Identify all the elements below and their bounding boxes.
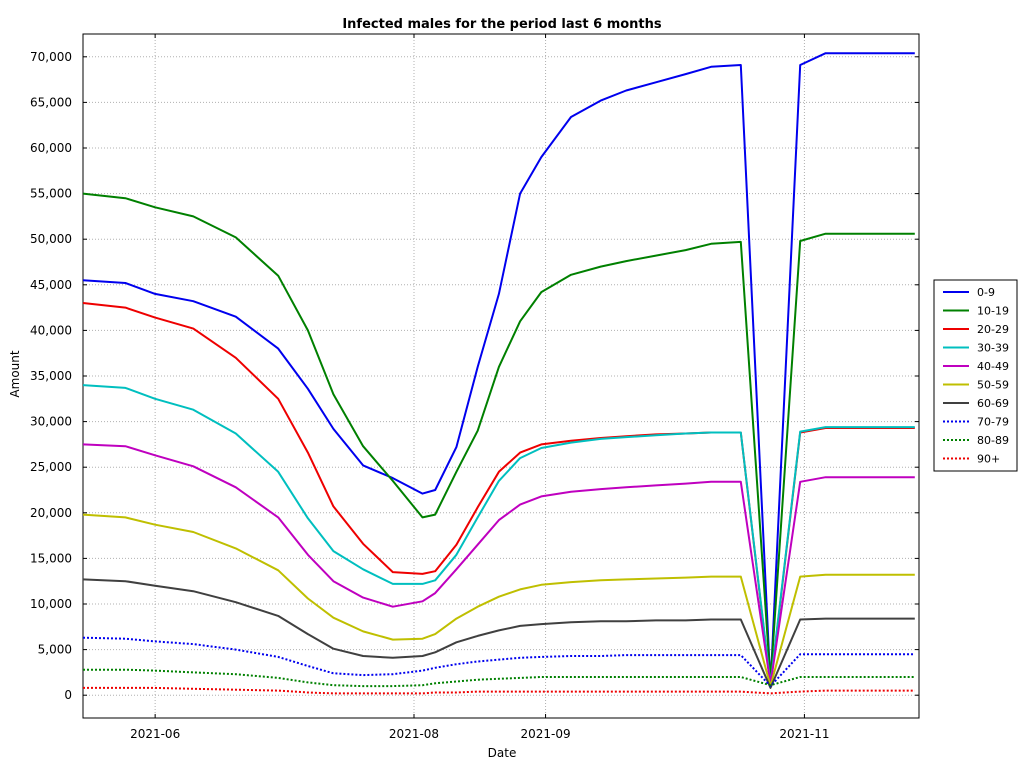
- x-tick-label: 2021-09: [520, 727, 570, 741]
- y-tick-label: 20,000: [30, 506, 72, 520]
- y-tick-label: 15,000: [30, 551, 72, 565]
- y-tick-label: 45,000: [30, 278, 72, 292]
- series-line-80-89: [83, 668, 915, 688]
- y-tick-label: 0: [64, 688, 72, 702]
- y-tick-label: 65,000: [30, 95, 72, 109]
- series-line-90+: [83, 686, 915, 695]
- legend-label-0-9: 0-9: [977, 286, 995, 299]
- series-line-30-39: [82, 384, 915, 686]
- legend-label-20-29: 20-29: [977, 323, 1009, 336]
- legend-label-80-89: 80-89: [977, 434, 1009, 447]
- y-tick-label: 30,000: [30, 415, 72, 429]
- x-axis-label: Date: [488, 746, 517, 760]
- x-tick-label: 2021-06: [130, 727, 180, 741]
- series-line-60-69: [82, 578, 915, 689]
- legend-label-40-49: 40-49: [977, 360, 1009, 373]
- y-tick-label: 50,000: [30, 232, 72, 246]
- series-line-10-19: [82, 192, 915, 683]
- y-axis-label: Amount: [8, 350, 22, 397]
- series-line-50-59: [82, 513, 915, 688]
- legend-label-60-69: 60-69: [977, 397, 1009, 410]
- y-axis: 0 5,000 10,000 15,000 20,000 25,000 30,000 35,0…: [30, 50, 919, 702]
- legend-label-50-59: 50-59: [977, 379, 1009, 392]
- y-tick-label: 40,000: [30, 323, 72, 337]
- legend: 0-9 10-19 20-29 30-39 40-49 50-59 60-69 70-79 80…: [933, 279, 1018, 472]
- x-tick-label: 2021-08: [389, 727, 439, 741]
- y-tick-label: 60,000: [30, 141, 72, 155]
- legend-label-10-19: 10-19: [977, 305, 1009, 318]
- legend-label-30-39: 30-39: [977, 342, 1009, 355]
- y-tick-label: 25,000: [30, 460, 72, 474]
- y-tick-label: 70,000: [30, 50, 72, 64]
- x-tick-label: 2021-11: [779, 727, 829, 741]
- y-tick-label: 5,000: [38, 643, 72, 657]
- y-tick-label: 55,000: [30, 187, 72, 201]
- legend-label-90+: 90+: [977, 453, 1000, 466]
- series-line-0-9: [82, 52, 915, 688]
- series-layer: [82, 52, 915, 695]
- legend-label-70-79: 70-79: [977, 416, 1009, 429]
- y-tick-label: 10,000: [30, 597, 72, 611]
- series-line-40-49: [82, 443, 915, 686]
- chart-title: Infected males for the period last 6 mon…: [342, 17, 662, 32]
- x-axis: 2021-06 2021-08 2021-09 2021-11: [130, 34, 829, 741]
- series-line-70-79: [82, 636, 915, 688]
- y-tick-label: 35,000: [30, 369, 72, 383]
